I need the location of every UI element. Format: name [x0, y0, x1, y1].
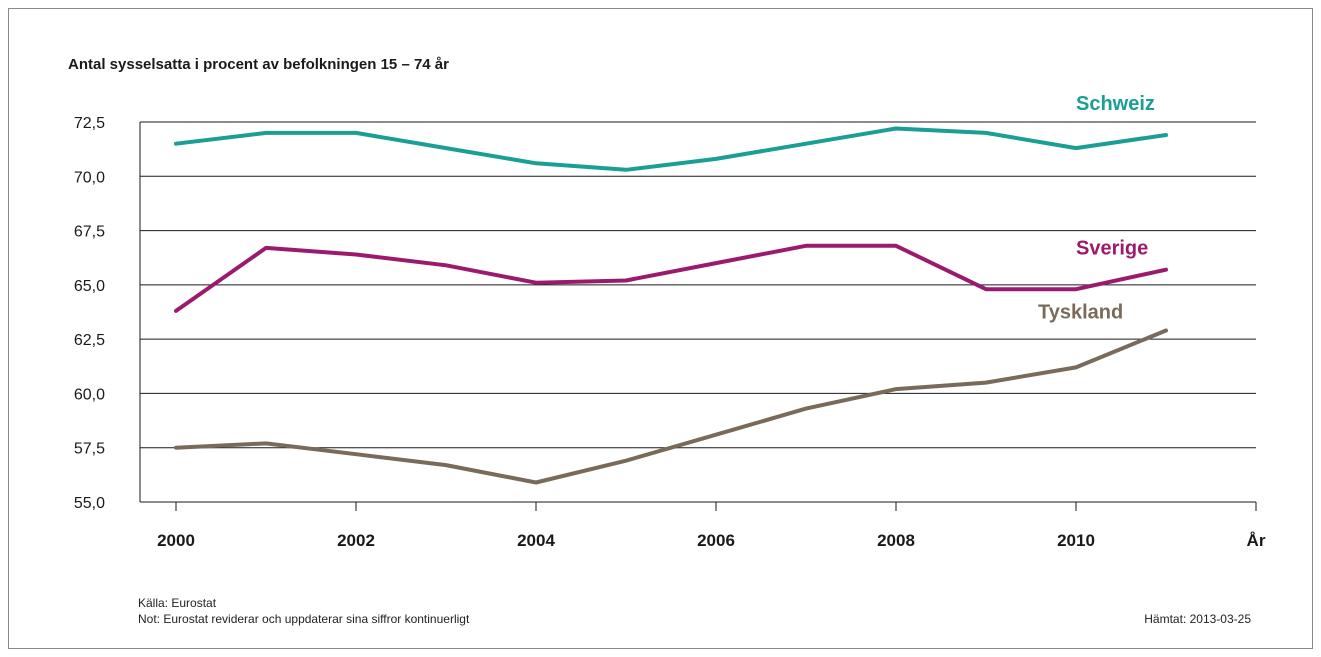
series-line-tyskland — [174, 328, 1168, 485]
retrieved-date: Hämtat: 2013-03-25 — [1144, 612, 1251, 626]
x-tick-label: 2008 — [877, 531, 915, 550]
x-tick-label: 2004 — [517, 531, 555, 550]
x-tick-label: 2002 — [337, 531, 375, 550]
y-tick-label: 72,5 — [74, 115, 105, 132]
revision-note: Not: Eurostat reviderar och uppdaterar s… — [138, 612, 470, 626]
y-tick-label: 67,5 — [74, 224, 105, 241]
grid-lines — [140, 121, 1256, 503]
chart-title: Antal sysselsatta i procent av befolknin… — [68, 56, 449, 73]
x-tick-label: 2010 — [1057, 531, 1095, 550]
series-label-sverige: Sverige — [1076, 238, 1148, 260]
series-line-schweiz — [174, 126, 1168, 172]
x-axis-label: År — [1247, 531, 1266, 550]
y-tick-label: 70,0 — [74, 169, 105, 186]
x-axis: 2000 2002 2004 2006 2008 2010 År — [139, 122, 1266, 550]
y-tick-label: 55,0 — [74, 495, 105, 512]
x-tick-label: 2006 — [697, 531, 735, 550]
y-tick-label: 60,0 — [74, 386, 105, 403]
x-tick-label: 2000 — [157, 531, 195, 550]
source-note: Källa: Eurostat — [138, 596, 217, 610]
y-axis: 55,0 57,5 60,0 62,5 65,0 67,5 70,0 72,5 — [74, 115, 105, 512]
series-lines — [174, 126, 1168, 485]
chart-frame: Antal sysselsatta i procent av befolknin… — [8, 8, 1313, 649]
series-line-sverige — [174, 243, 1168, 313]
y-tick-label: 57,5 — [74, 441, 105, 458]
line-chart: Antal sysselsatta i procent av befolknin… — [68, 56, 1266, 550]
y-tick-label: 65,0 — [74, 278, 105, 295]
y-tick-label: 62,5 — [74, 332, 105, 349]
series-label-schweiz: Schweiz — [1076, 93, 1155, 115]
series-label-tyskland: Tyskland — [1038, 301, 1123, 323]
series-labels: Schweiz Sverige Tyskland — [1038, 93, 1155, 323]
